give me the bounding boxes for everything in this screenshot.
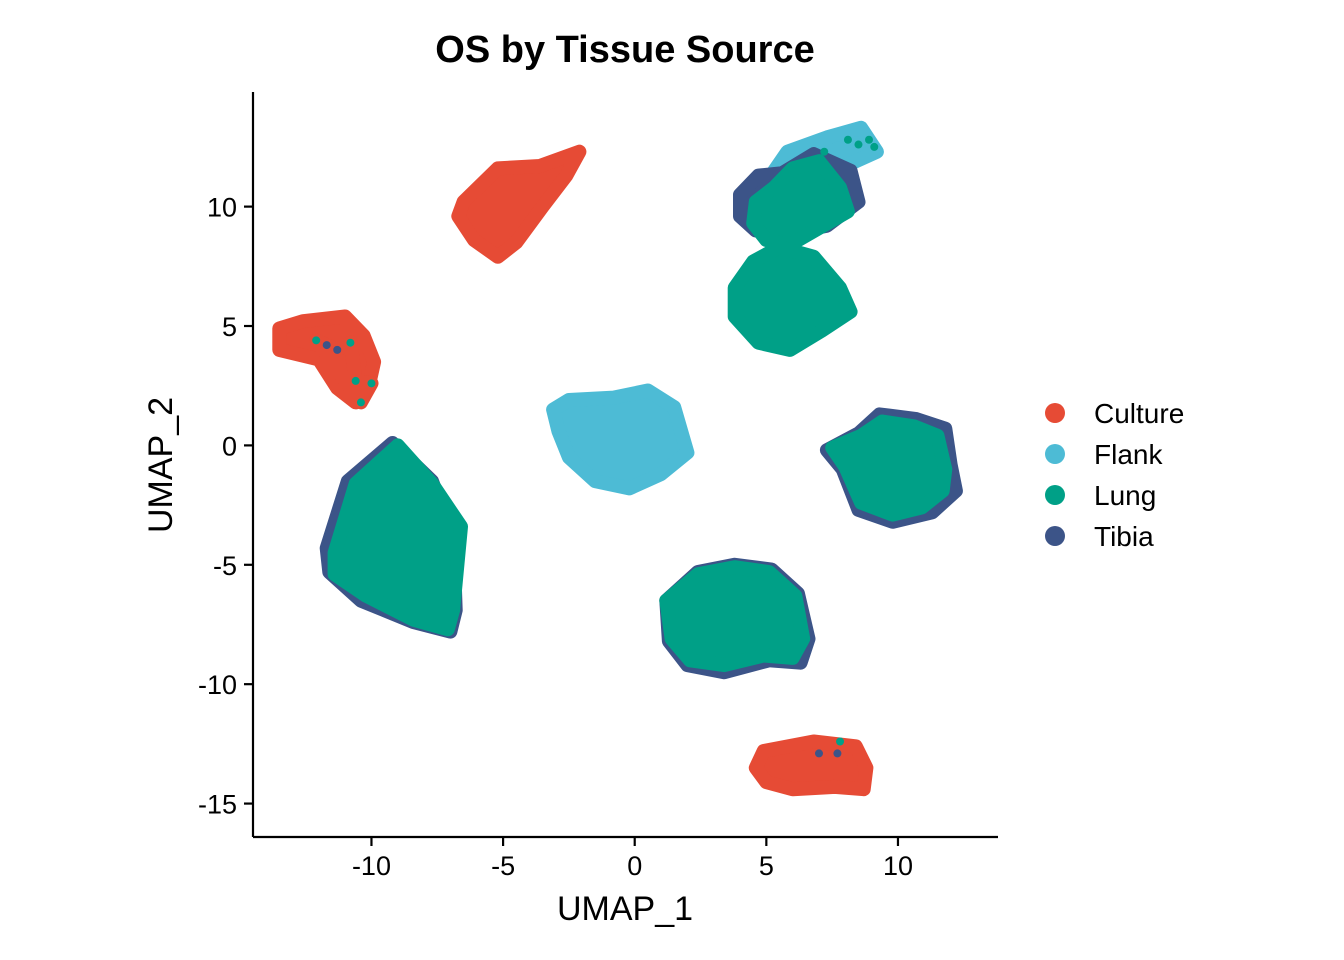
point-tibia xyxy=(333,345,342,354)
y-tick-label: -15 xyxy=(198,790,237,820)
cluster-culture xyxy=(748,734,874,797)
y-tick-label: 5 xyxy=(222,312,237,342)
cluster-lung xyxy=(746,154,855,252)
y-axis-title: UMAP_2 xyxy=(142,397,180,533)
point-lung xyxy=(843,135,852,144)
legend-key-lung xyxy=(1045,485,1065,505)
x-tick-label: 5 xyxy=(759,851,774,881)
point-tibia xyxy=(833,749,842,758)
x-axis-ticks: -10 -5 0 5 10 xyxy=(352,837,913,881)
y-axis-ticks: 10 5 0 -5 -10 -15 xyxy=(198,193,253,820)
point-lung xyxy=(356,398,365,407)
x-tick-label: -5 xyxy=(491,851,515,881)
y-tick-label: -10 xyxy=(198,670,237,700)
cluster-flank xyxy=(546,383,695,496)
legend-label-flank: Flank xyxy=(1094,439,1163,470)
point-lung xyxy=(346,338,355,347)
legend-label-culture: Culture xyxy=(1094,398,1184,429)
cluster-lung xyxy=(659,560,811,673)
legend-key-tibia xyxy=(1045,526,1065,546)
plot-area xyxy=(272,120,963,797)
point-clusters xyxy=(272,120,963,797)
legend-label-lung: Lung xyxy=(1094,480,1156,511)
legend-key-flank xyxy=(1045,444,1065,464)
scattered-points xyxy=(312,135,879,758)
cluster-culture xyxy=(451,144,587,264)
y-tick-label: -5 xyxy=(213,551,237,581)
x-tick-label: 0 xyxy=(627,851,642,881)
legend: Culture Flank Lung Tibia xyxy=(1045,398,1184,552)
point-lung xyxy=(820,147,829,156)
chart-title: OS by Tissue Source xyxy=(435,29,814,71)
legend-label-tibia: Tibia xyxy=(1094,521,1154,552)
cluster-lung xyxy=(727,240,858,357)
point-lung xyxy=(836,737,845,746)
y-tick-label: 0 xyxy=(222,431,237,461)
point-lung xyxy=(312,336,321,345)
x-tick-label: -10 xyxy=(352,851,391,881)
point-lung xyxy=(865,135,874,144)
point-lung xyxy=(367,379,376,388)
y-tick-label: 10 xyxy=(207,193,237,223)
point-lung xyxy=(870,142,879,151)
point-lung xyxy=(351,376,360,385)
point-tibia xyxy=(814,749,823,758)
point-lung xyxy=(854,140,863,149)
cluster-lung xyxy=(825,414,953,522)
x-tick-label: 10 xyxy=(883,851,913,881)
legend-key-culture xyxy=(1045,403,1065,423)
x-axis-title: UMAP_1 xyxy=(557,890,693,928)
cluster-lung xyxy=(327,438,468,637)
point-tibia xyxy=(322,341,331,350)
